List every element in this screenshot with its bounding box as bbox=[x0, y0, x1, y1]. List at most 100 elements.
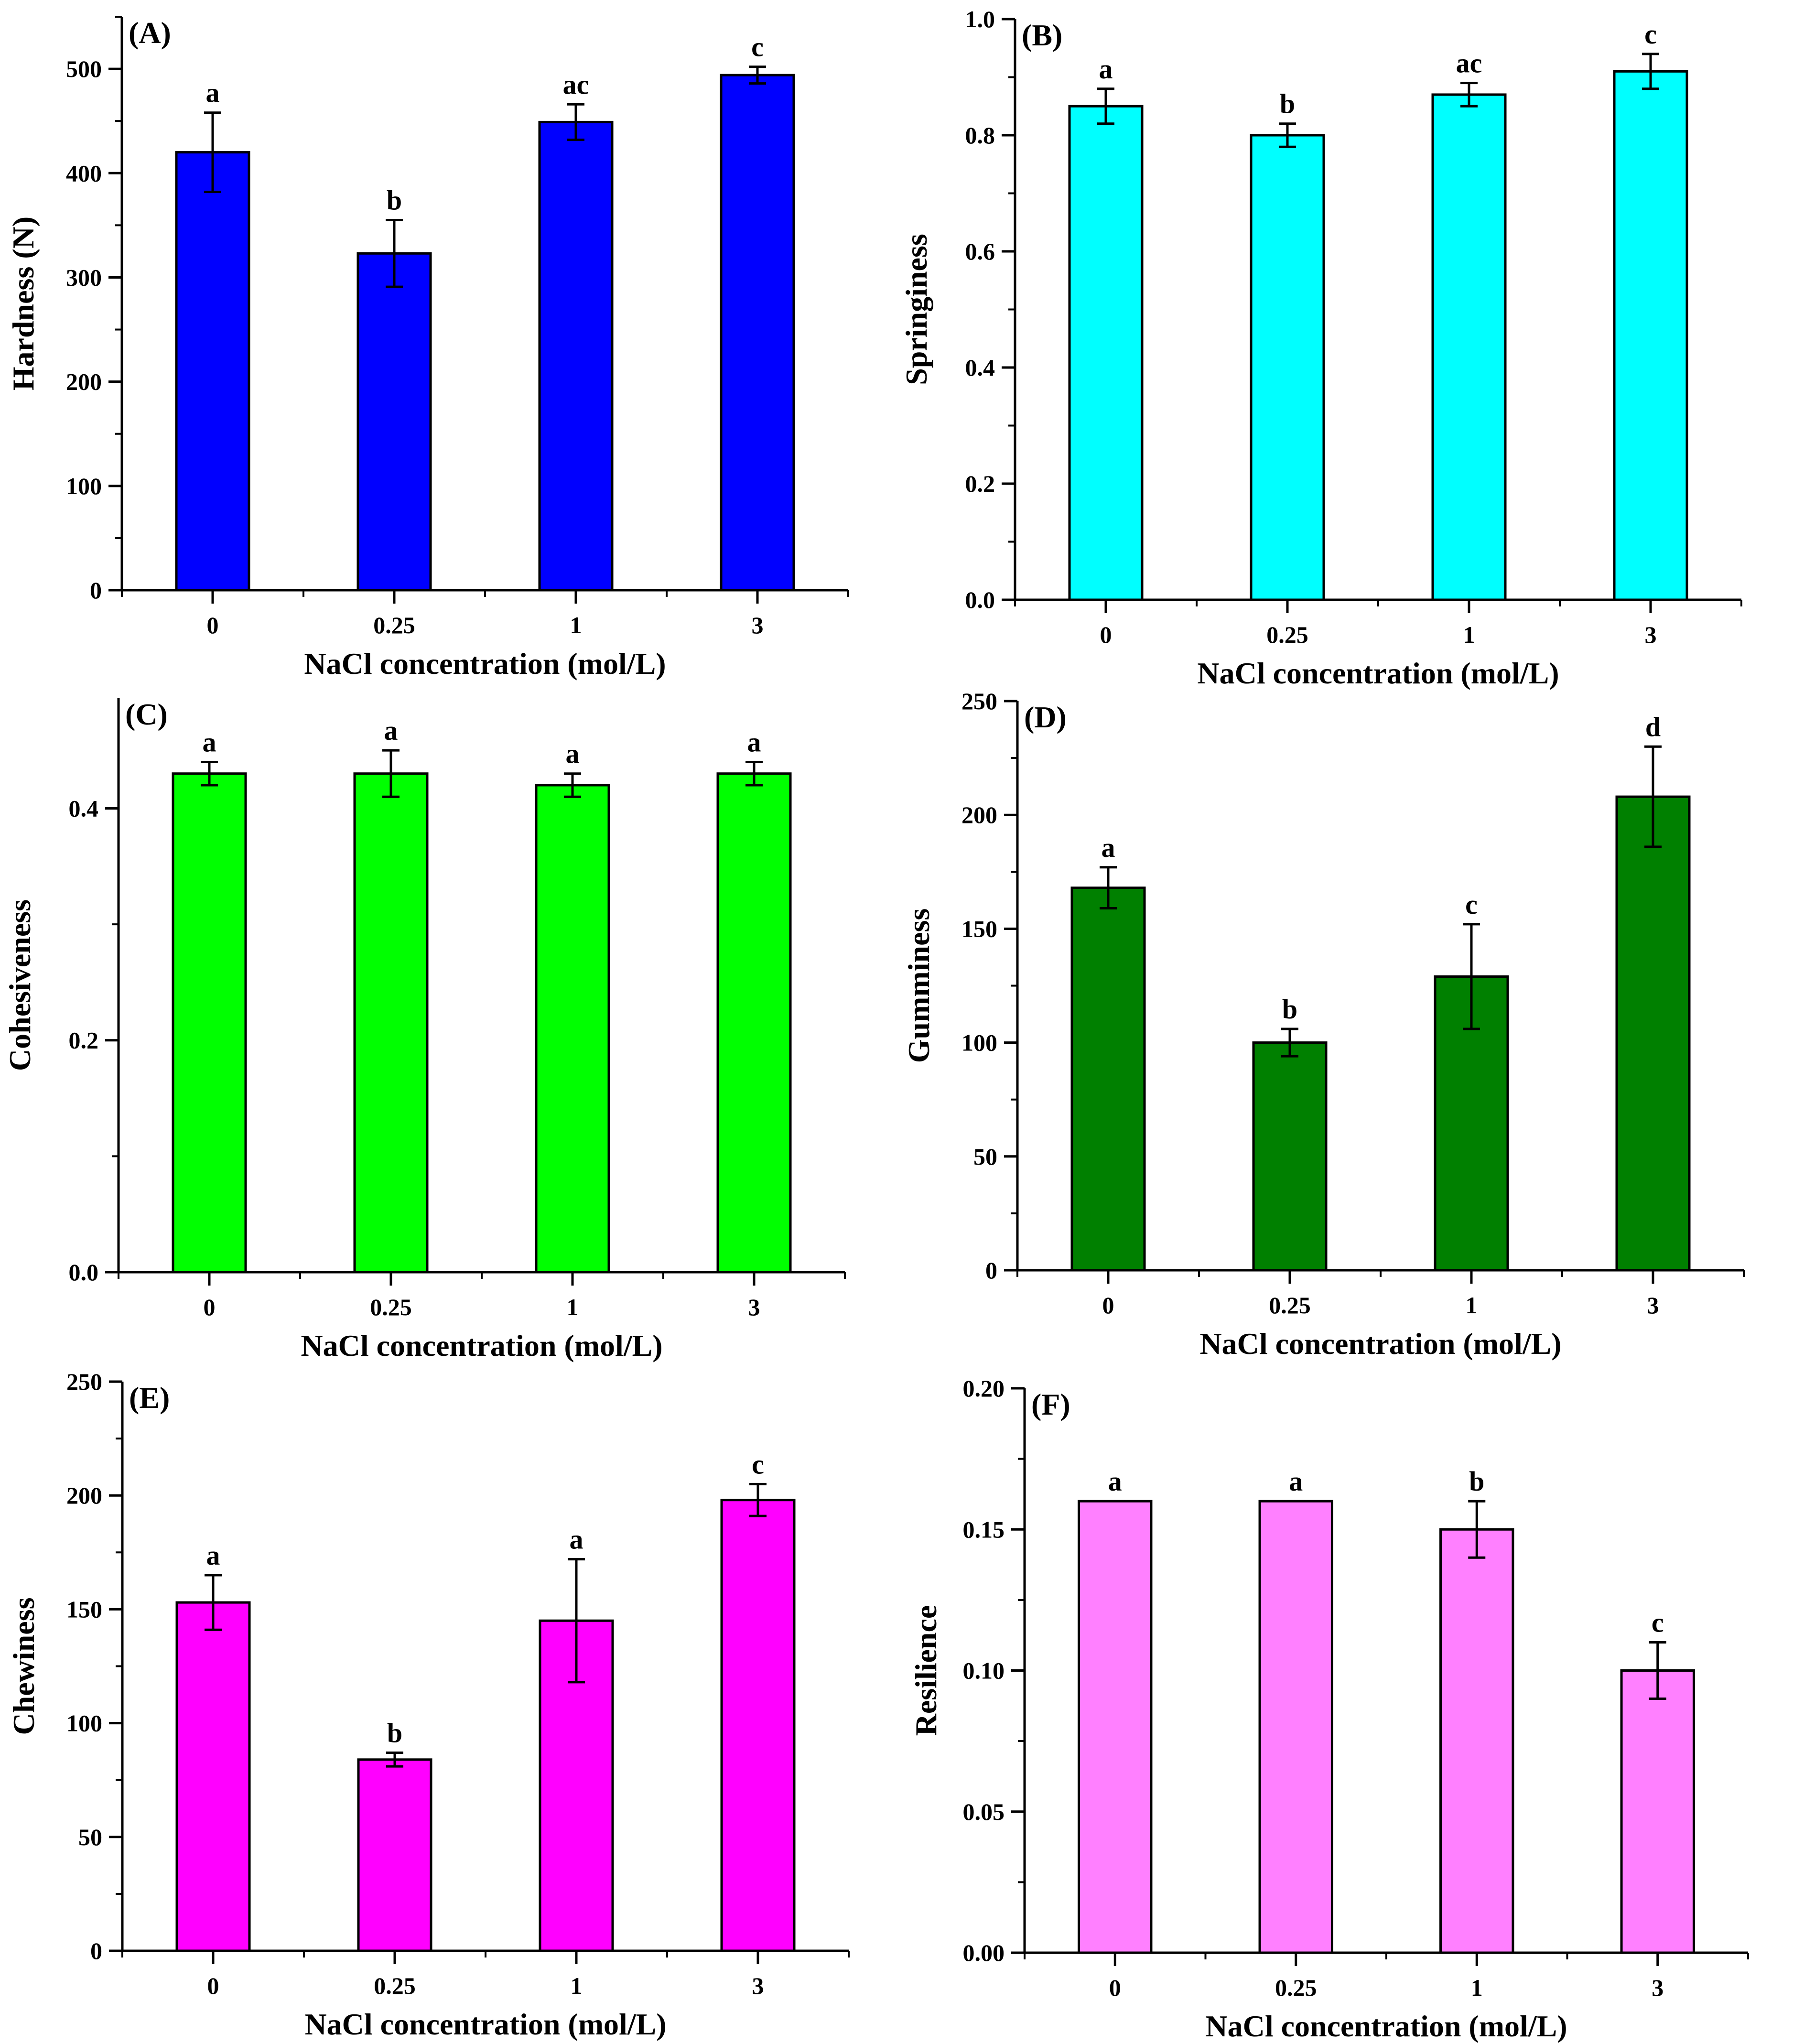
significance-letter: a bbox=[1108, 1466, 1122, 1497]
significance-letter: a bbox=[566, 738, 580, 769]
y-tick-label: 0 bbox=[985, 1257, 997, 1284]
y-axis-title: Resilience bbox=[909, 1605, 943, 1736]
y-tick-label: 0.00 bbox=[963, 1939, 1005, 1966]
significance-letter: ac bbox=[563, 69, 589, 100]
x-tick-label: 3 bbox=[1645, 621, 1657, 648]
x-tick-label: 3 bbox=[752, 612, 764, 638]
y-axis-title: Springiness bbox=[899, 234, 933, 385]
y-axis-title: Chewiness bbox=[7, 1597, 41, 1735]
significance-letter: c bbox=[751, 32, 764, 63]
y-tick-label: 100 bbox=[961, 1029, 997, 1056]
y-tick-label: 250 bbox=[66, 1368, 102, 1395]
x-tick-label: 1 bbox=[1463, 621, 1475, 648]
y-tick-label: 500 bbox=[66, 55, 102, 82]
y-tick-label: 0.20 bbox=[963, 1375, 1005, 1402]
panel-label: (C) bbox=[125, 697, 168, 731]
x-tick-label: 0.25 bbox=[1269, 1292, 1311, 1319]
bar bbox=[1078, 1500, 1153, 1954]
bar bbox=[720, 1499, 796, 1952]
chart-panel-5: a b a c 0 50 100 150 200 250 0 0.25 1 3 NaCl concentra… bbox=[7, 1368, 850, 2041]
bar bbox=[538, 120, 614, 592]
significance-letter: b bbox=[387, 184, 402, 216]
x-tick-label: 3 bbox=[748, 1294, 760, 1320]
x-tick-label: 3 bbox=[752, 1972, 764, 1999]
y-tick-label: 250 bbox=[961, 688, 997, 714]
x-tick-label: 0 bbox=[1102, 1292, 1114, 1319]
panel-label: (A) bbox=[129, 16, 171, 50]
significance-letter: d bbox=[1645, 711, 1661, 742]
bar bbox=[353, 772, 429, 1274]
x-axis-title: NaCl concentration (mol/L) bbox=[304, 647, 666, 681]
x-tick-label: 0.25 bbox=[1275, 1974, 1317, 2001]
y-tick-label: 0 bbox=[90, 1937, 102, 1964]
bar bbox=[720, 74, 795, 592]
x-tick-label: 0 bbox=[1109, 1974, 1121, 2001]
y-tick-label: 300 bbox=[66, 264, 102, 291]
significance-letter: a bbox=[1102, 832, 1115, 863]
y-tick-label: 100 bbox=[66, 473, 102, 499]
significance-letter: a bbox=[747, 726, 761, 757]
chart-panel-6: a a b c 0.00 0.05 0.10 0.15 0.20 0 0.25 1 3 NaCl conc… bbox=[909, 1375, 1749, 2043]
y-tick-label: 0.4 bbox=[965, 354, 995, 381]
bar bbox=[1070, 887, 1146, 1272]
bar bbox=[1615, 795, 1691, 1272]
x-tick-label: 1 bbox=[1471, 1974, 1483, 2001]
x-tick-label: 0.25 bbox=[374, 1972, 416, 1999]
chart-panel-2: a b ac c 0.0 0.2 0.4 0.6 0.8 1.0 0 0.25 1 3 NaCl conce… bbox=[899, 6, 1742, 690]
x-tick-label: 1 bbox=[571, 1972, 583, 1999]
y-tick-label: 1.0 bbox=[965, 6, 995, 32]
x-tick-label: 0 bbox=[207, 1972, 219, 1999]
y-tick-label: 0.2 bbox=[965, 470, 995, 497]
x-tick-label: 0 bbox=[207, 612, 219, 638]
significance-letter: b bbox=[1282, 994, 1297, 1025]
x-axis-title: NaCl concentration (mol/L) bbox=[301, 1329, 662, 1363]
significance-letter: a bbox=[206, 77, 220, 108]
bar bbox=[1439, 1528, 1514, 1954]
y-tick-label: 100 bbox=[66, 1710, 102, 1737]
x-tick-label: 1 bbox=[570, 612, 582, 638]
y-tick-label: 0 bbox=[90, 577, 102, 604]
y-tick-label: 50 bbox=[973, 1143, 997, 1170]
x-tick-label: 1 bbox=[1466, 1292, 1478, 1319]
bar bbox=[1252, 1041, 1328, 1272]
x-axis-title: NaCl concentration (mol/L) bbox=[1205, 2009, 1567, 2043]
x-tick-label: 0 bbox=[204, 1294, 216, 1320]
significance-letter: c bbox=[752, 1449, 764, 1480]
bar bbox=[175, 151, 250, 592]
y-tick-label: 0.05 bbox=[963, 1798, 1005, 1825]
x-tick-label: 3 bbox=[1652, 1974, 1664, 2001]
y-tick-label: 200 bbox=[66, 1482, 102, 1509]
y-tick-label: 0.6 bbox=[965, 238, 995, 265]
y-tick-label: 400 bbox=[66, 160, 102, 186]
y-tick-label: 0.0 bbox=[965, 586, 995, 613]
panel-label: (B) bbox=[1022, 18, 1062, 52]
bar bbox=[1620, 1669, 1695, 1954]
y-axis-title: Cohesiveness bbox=[3, 899, 37, 1071]
panel-label: (D) bbox=[1024, 700, 1067, 734]
significance-letter: b bbox=[387, 1718, 402, 1749]
significance-letter: a bbox=[1289, 1466, 1303, 1497]
significance-letter: a bbox=[384, 715, 398, 746]
significance-letter: c bbox=[1644, 19, 1657, 50]
bar bbox=[357, 1758, 432, 1952]
y-tick-label: 0.10 bbox=[963, 1657, 1005, 1684]
y-tick-label: 200 bbox=[66, 368, 102, 395]
significance-letter: c bbox=[1652, 1607, 1664, 1638]
y-tick-label: 0.2 bbox=[69, 1027, 99, 1054]
bar bbox=[1431, 93, 1507, 601]
y-tick-label: 200 bbox=[961, 801, 997, 828]
bar bbox=[535, 784, 610, 1274]
chart-panel-3: a a a a 0.0 0.2 0.4 0 0.25 1 3 NaCl concentration (… bbox=[3, 697, 846, 1363]
chart-panel-1: a b ac c 0 100 200 300 400 500 0 0.25 1 3 NaCl concent… bbox=[6, 16, 849, 681]
significance-letter: a bbox=[203, 726, 216, 757]
x-tick-label: 0 bbox=[1100, 621, 1112, 648]
x-axis-title: NaCl concentration (mol/L) bbox=[1199, 1327, 1561, 1361]
chart-panel-4: a b c d 0 50 100 150 200 250 0 0.25 1 3 NaCl concentra… bbox=[902, 688, 1745, 1361]
bar bbox=[1613, 70, 1688, 601]
panel-label: (F) bbox=[1031, 1387, 1070, 1421]
bar bbox=[175, 1601, 251, 1952]
x-tick-label: 3 bbox=[1647, 1292, 1659, 1319]
significance-letter: a bbox=[1099, 54, 1113, 85]
bar bbox=[172, 772, 247, 1274]
